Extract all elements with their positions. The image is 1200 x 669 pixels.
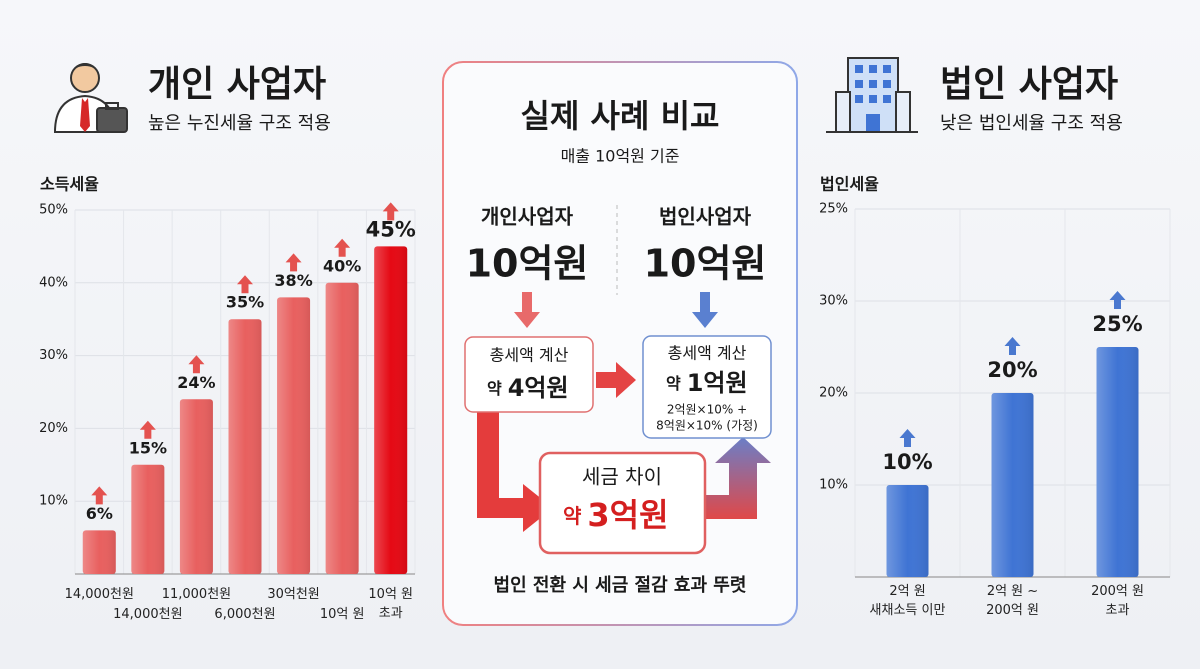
bar-shine [82,530,116,574]
left-title: 개인 사업자 [148,64,326,105]
x-tick-label: 11,000천원 [161,587,232,602]
value-label: 15% [129,438,167,457]
right-box [642,335,772,439]
x-tick-label: 200억 원 초과 [1091,584,1144,618]
up-arrow [382,202,399,221]
right-name: 법인사업자 [659,205,752,229]
panel-frame [442,61,798,626]
amount: 3억원 [587,496,668,534]
bar-shine [228,319,262,574]
panel-footer: 법인 전환 시 세금 절감 효과 뚜렷 [494,574,747,596]
y-tick-label: 30% [39,348,68,363]
up-arrow [237,275,253,294]
y-tick-label: 20% [819,386,848,401]
panel-title: 실제 사례 비교 [521,97,720,135]
x-tick-label: 14,000천원 [64,587,134,602]
bar-shine [991,393,1034,577]
building-icon [826,57,918,133]
x-tick-label: 10억 원 초과 [368,587,414,621]
bar-shine [179,399,213,574]
y-tick-label: 20% [39,421,68,436]
right-box-note: 2억원×10% + [667,403,747,417]
y-tick-label: 30% [819,294,848,309]
bar-shine [325,282,359,574]
bar-shine [277,297,311,574]
difference-title: 세금 차이 [582,465,662,489]
y-tick-label: 10% [39,494,68,509]
up-arrow [899,429,916,447]
right-arrow [596,362,636,398]
bar-shine [374,246,408,574]
right-box-amount: 약 1억원 [666,369,748,397]
y-tick-label: 10% [819,478,848,493]
value-label: 40% [323,256,361,275]
value-label: 6% [86,504,113,523]
amount: 1억원 [687,369,748,397]
value-label: 25% [1092,312,1142,336]
x-tick-label: 2억 원 새채소득 이만 [869,584,946,618]
prefix: 약 [666,374,681,393]
amount: 4억원 [508,374,569,402]
left-subtitle: 높은 누진세율 구조 적용 [148,113,331,134]
comparison-panel: 실제 사례 비교 매출 10억원 기준 개인사업자 법인사업자 10억원 10억… [442,61,798,626]
y-tick-label: 25% [819,202,848,217]
right-subtitle: 낮은 법인세율 구조 적용 [940,113,1123,134]
down-arrow [692,292,718,328]
up-arrow [1109,291,1126,309]
y-axis-title: 법인세율 [820,175,879,194]
left-box [464,336,594,413]
difference-box [538,451,707,555]
right-box-title: 총세액 계산 [668,344,747,363]
right-box-note: 8억원×10% (가정) [656,419,758,433]
up-arrow [285,253,302,272]
x-tick-label: 6,000천원 [214,607,276,622]
person-icon [53,63,128,133]
difference-amount: 약 3억원 [563,496,669,534]
left-box-amount: 약 4억원 [487,374,569,402]
up-arrow [1004,337,1021,355]
up-arrow [188,355,205,374]
y-tick-label: 40% [39,275,68,290]
value-label: 38% [274,271,312,290]
left-revenue: 10억원 [466,242,589,286]
right-title: 법인 사업자 [940,64,1118,105]
prefix: 약 [487,379,502,398]
value-label: 45% [366,217,416,241]
left-box-title: 총세액 계산 [490,346,569,365]
y-axis-title: 소득세율 [40,175,99,194]
left-name: 개인사업자 [481,205,574,229]
value-label: 24% [177,373,215,392]
x-tick-label: 10억 원 [319,607,365,622]
value-label: 20% [987,358,1037,382]
right-revenue: 10억원 [644,242,767,286]
bar-shine [131,464,165,574]
bar-shine [1096,347,1139,577]
panel-subtitle: 매출 10억원 기준 [561,147,680,166]
bar-shine [886,485,929,577]
up-arrow [139,420,156,439]
up-arrow [334,238,351,257]
down-arrow [514,292,540,328]
x-tick-label: 14,000천원 [113,607,183,622]
flow-arrow [705,437,771,519]
y-tick-label: 50% [39,203,68,218]
value-label: 35% [226,293,264,312]
up-arrow [91,486,108,505]
value-label: 10% [882,450,932,474]
x-tick-label: 2억 원 ~ 200억 원 [986,584,1039,618]
flow-arrow [477,412,553,532]
prefix: 약 [563,504,582,528]
x-tick-label: 30억천원 [267,587,320,602]
